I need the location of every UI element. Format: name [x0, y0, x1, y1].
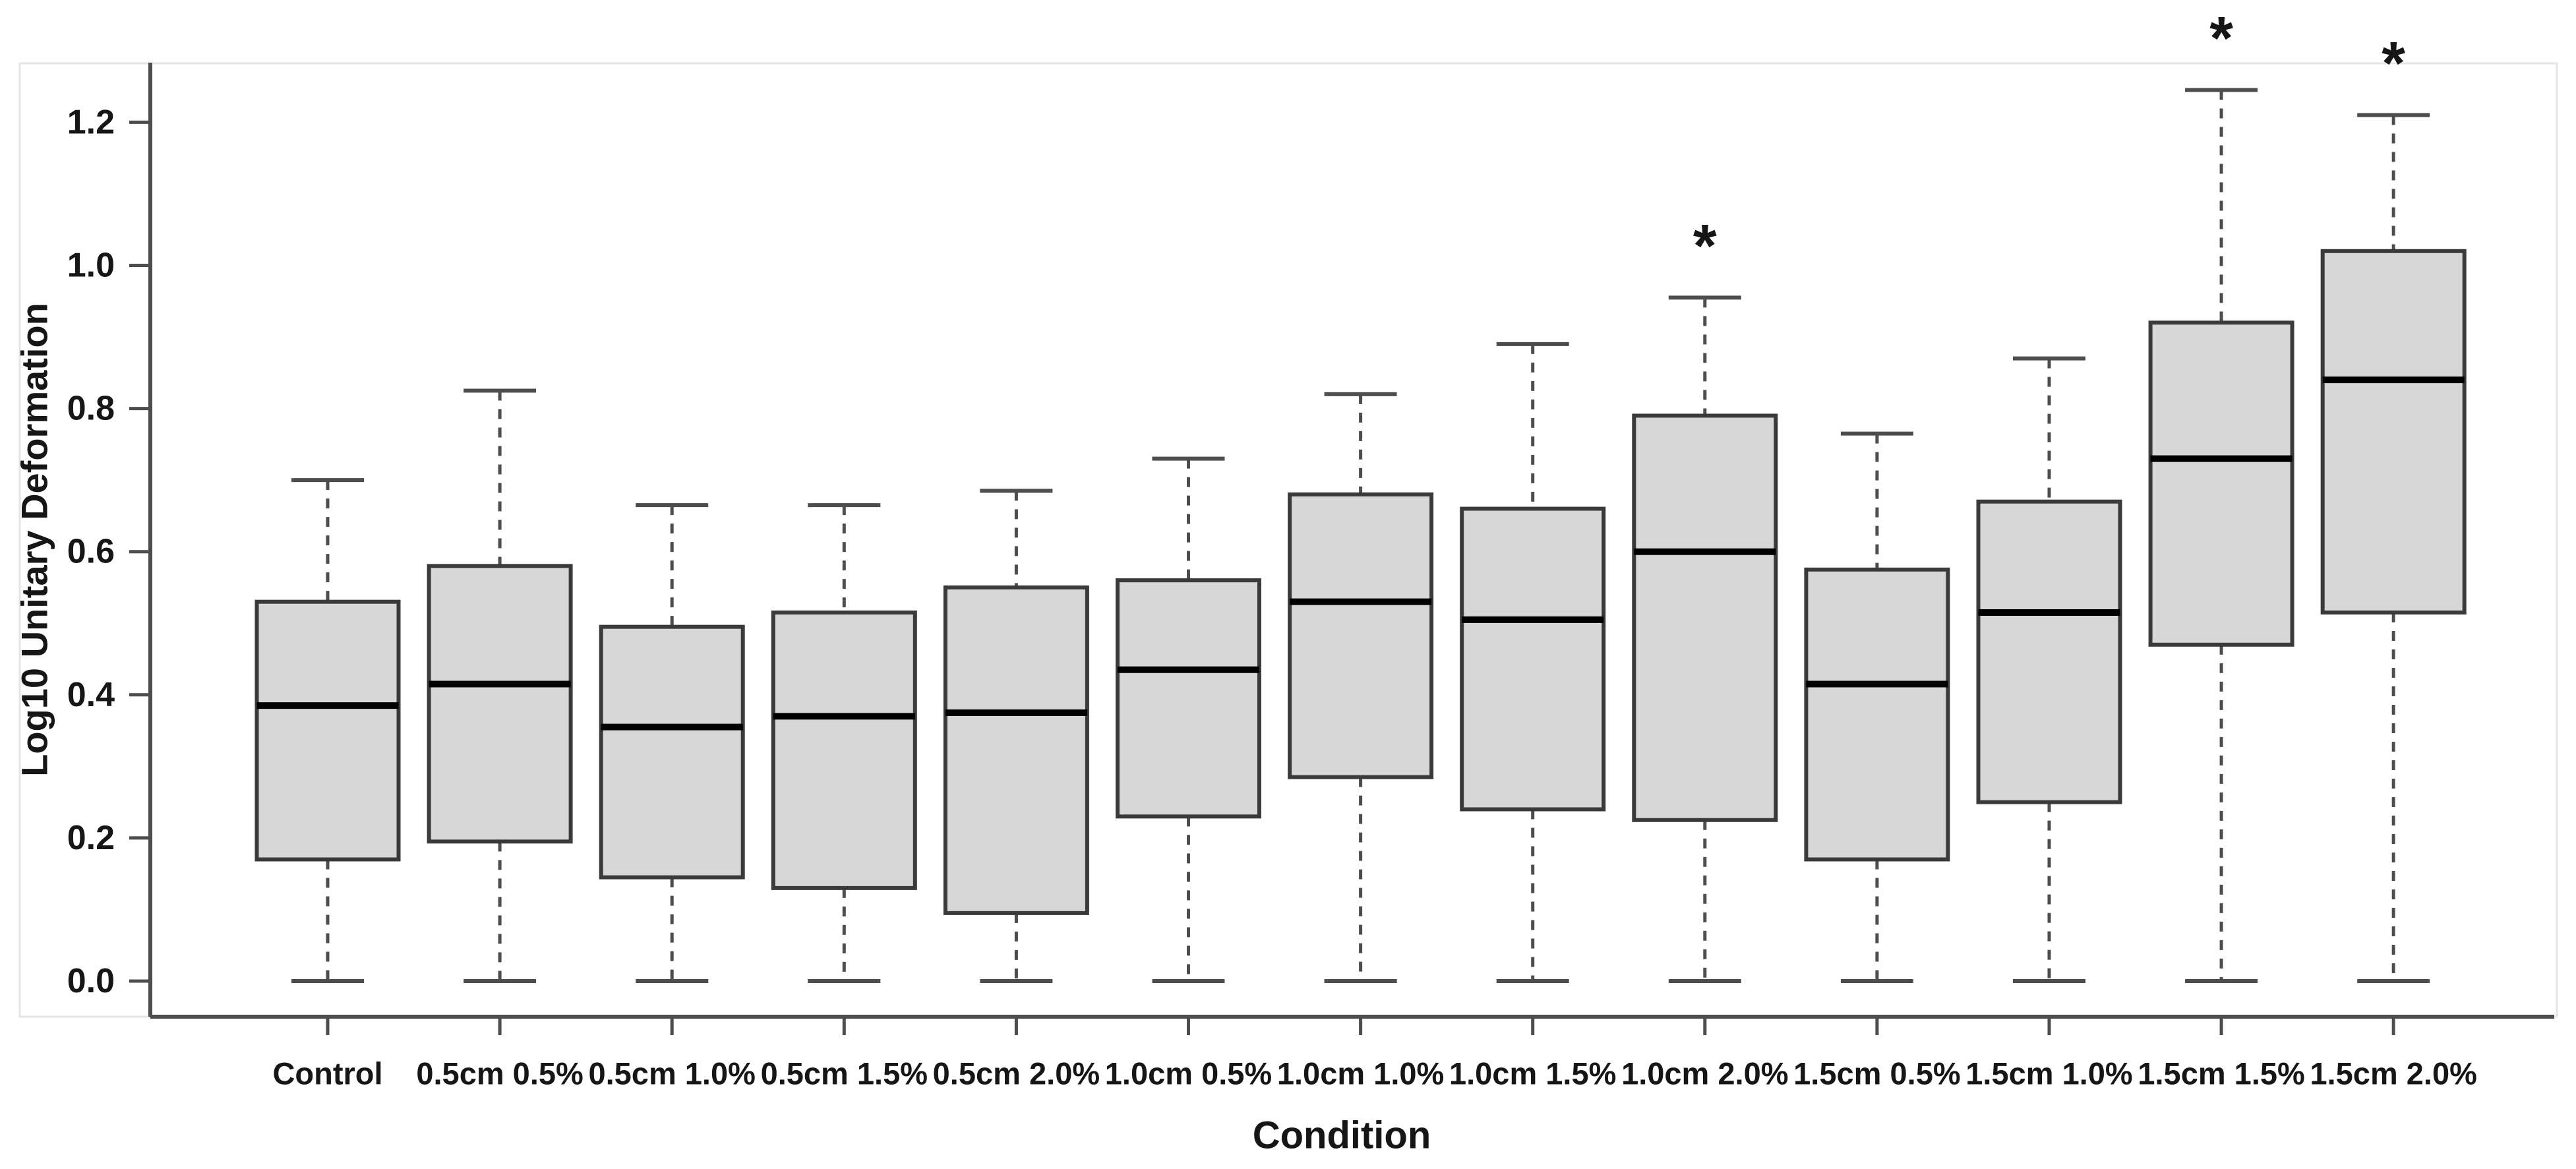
box-group-1-0cm-1-5-	[1460, 342, 1606, 983]
x-tick-label: 1.0cm 1.5%	[1449, 1056, 1616, 1091]
box-group-1-5cm-0-5-	[1804, 431, 1950, 983]
iqr-box	[1976, 499, 2122, 804]
y-tick-label: 0.8	[67, 390, 115, 428]
iqr-box	[255, 599, 401, 862]
y-tick-label: 1.0	[67, 247, 115, 285]
y-tick-label: 0.4	[67, 676, 115, 714]
x-tick-label: 0.5cm 1.5%	[761, 1056, 928, 1091]
iqr-box	[1288, 492, 1434, 779]
y-tick-label: 0.0	[67, 962, 115, 1000]
box-group-1-0cm-2-0-: *	[1632, 212, 1778, 983]
box-group-1-5cm-1-5-: *	[2148, 5, 2294, 983]
iqr-box	[2320, 249, 2467, 614]
x-tick-label: 1.0cm 0.5%	[1105, 1056, 1272, 1091]
box-group-0-5cm-1-5-	[771, 503, 917, 983]
x-tick-label: 1.0cm 2.0%	[1621, 1056, 1788, 1091]
significance-asterisk: *	[2381, 30, 2405, 98]
y-tick-label: 0.6	[67, 533, 115, 571]
iqr-box	[771, 610, 917, 890]
iqr-box	[599, 624, 745, 880]
x-tick-label: 0.5cm 2.0%	[933, 1056, 1100, 1091]
box-group-1-0cm-1-0-	[1288, 392, 1434, 983]
iqr-box	[1632, 413, 1778, 822]
y-tick-label: 1.2	[67, 103, 115, 141]
x-tick-label: 1.5cm 0.5%	[1793, 1056, 1960, 1091]
box-group-1-5cm-2-0-: *	[2320, 30, 2467, 983]
y-axis-title: Log10 Unitary Deformation	[14, 303, 55, 777]
box-group-0-5cm-1-0-	[599, 503, 745, 983]
x-tick-label: 1.5cm 1.5%	[2138, 1056, 2304, 1091]
box-group-0-5cm-0-5-	[427, 388, 573, 983]
iqr-box	[427, 564, 573, 844]
significance-asterisk: *	[2209, 5, 2233, 73]
iqr-box	[1116, 578, 1261, 819]
iqr-box	[2148, 320, 2294, 647]
x-tick-label: 1.0cm 1.0%	[1277, 1056, 1444, 1091]
x-tick-label: Control	[272, 1056, 382, 1091]
iqr-box	[1804, 567, 1950, 862]
box-group-0-5cm-2-0-	[943, 489, 1089, 983]
x-tick-label: 1.5cm 1.0%	[1965, 1056, 2132, 1091]
y-tick-label: 0.2	[67, 819, 115, 857]
iqr-box	[943, 585, 1089, 915]
x-axis-title: Condition	[1253, 1114, 1431, 1157]
x-tick-label: 1.5cm 2.0%	[2310, 1056, 2476, 1091]
significance-asterisk: *	[1693, 212, 1717, 280]
iqr-box	[1460, 506, 1606, 812]
x-tick-label: 0.5cm 0.5%	[416, 1056, 583, 1091]
box-group-1-5cm-1-0-	[1976, 356, 2122, 983]
x-tick-label: 0.5cm 1.0%	[588, 1056, 755, 1091]
box-group-control	[255, 478, 401, 983]
box-group-1-0cm-0-5-	[1116, 456, 1261, 983]
